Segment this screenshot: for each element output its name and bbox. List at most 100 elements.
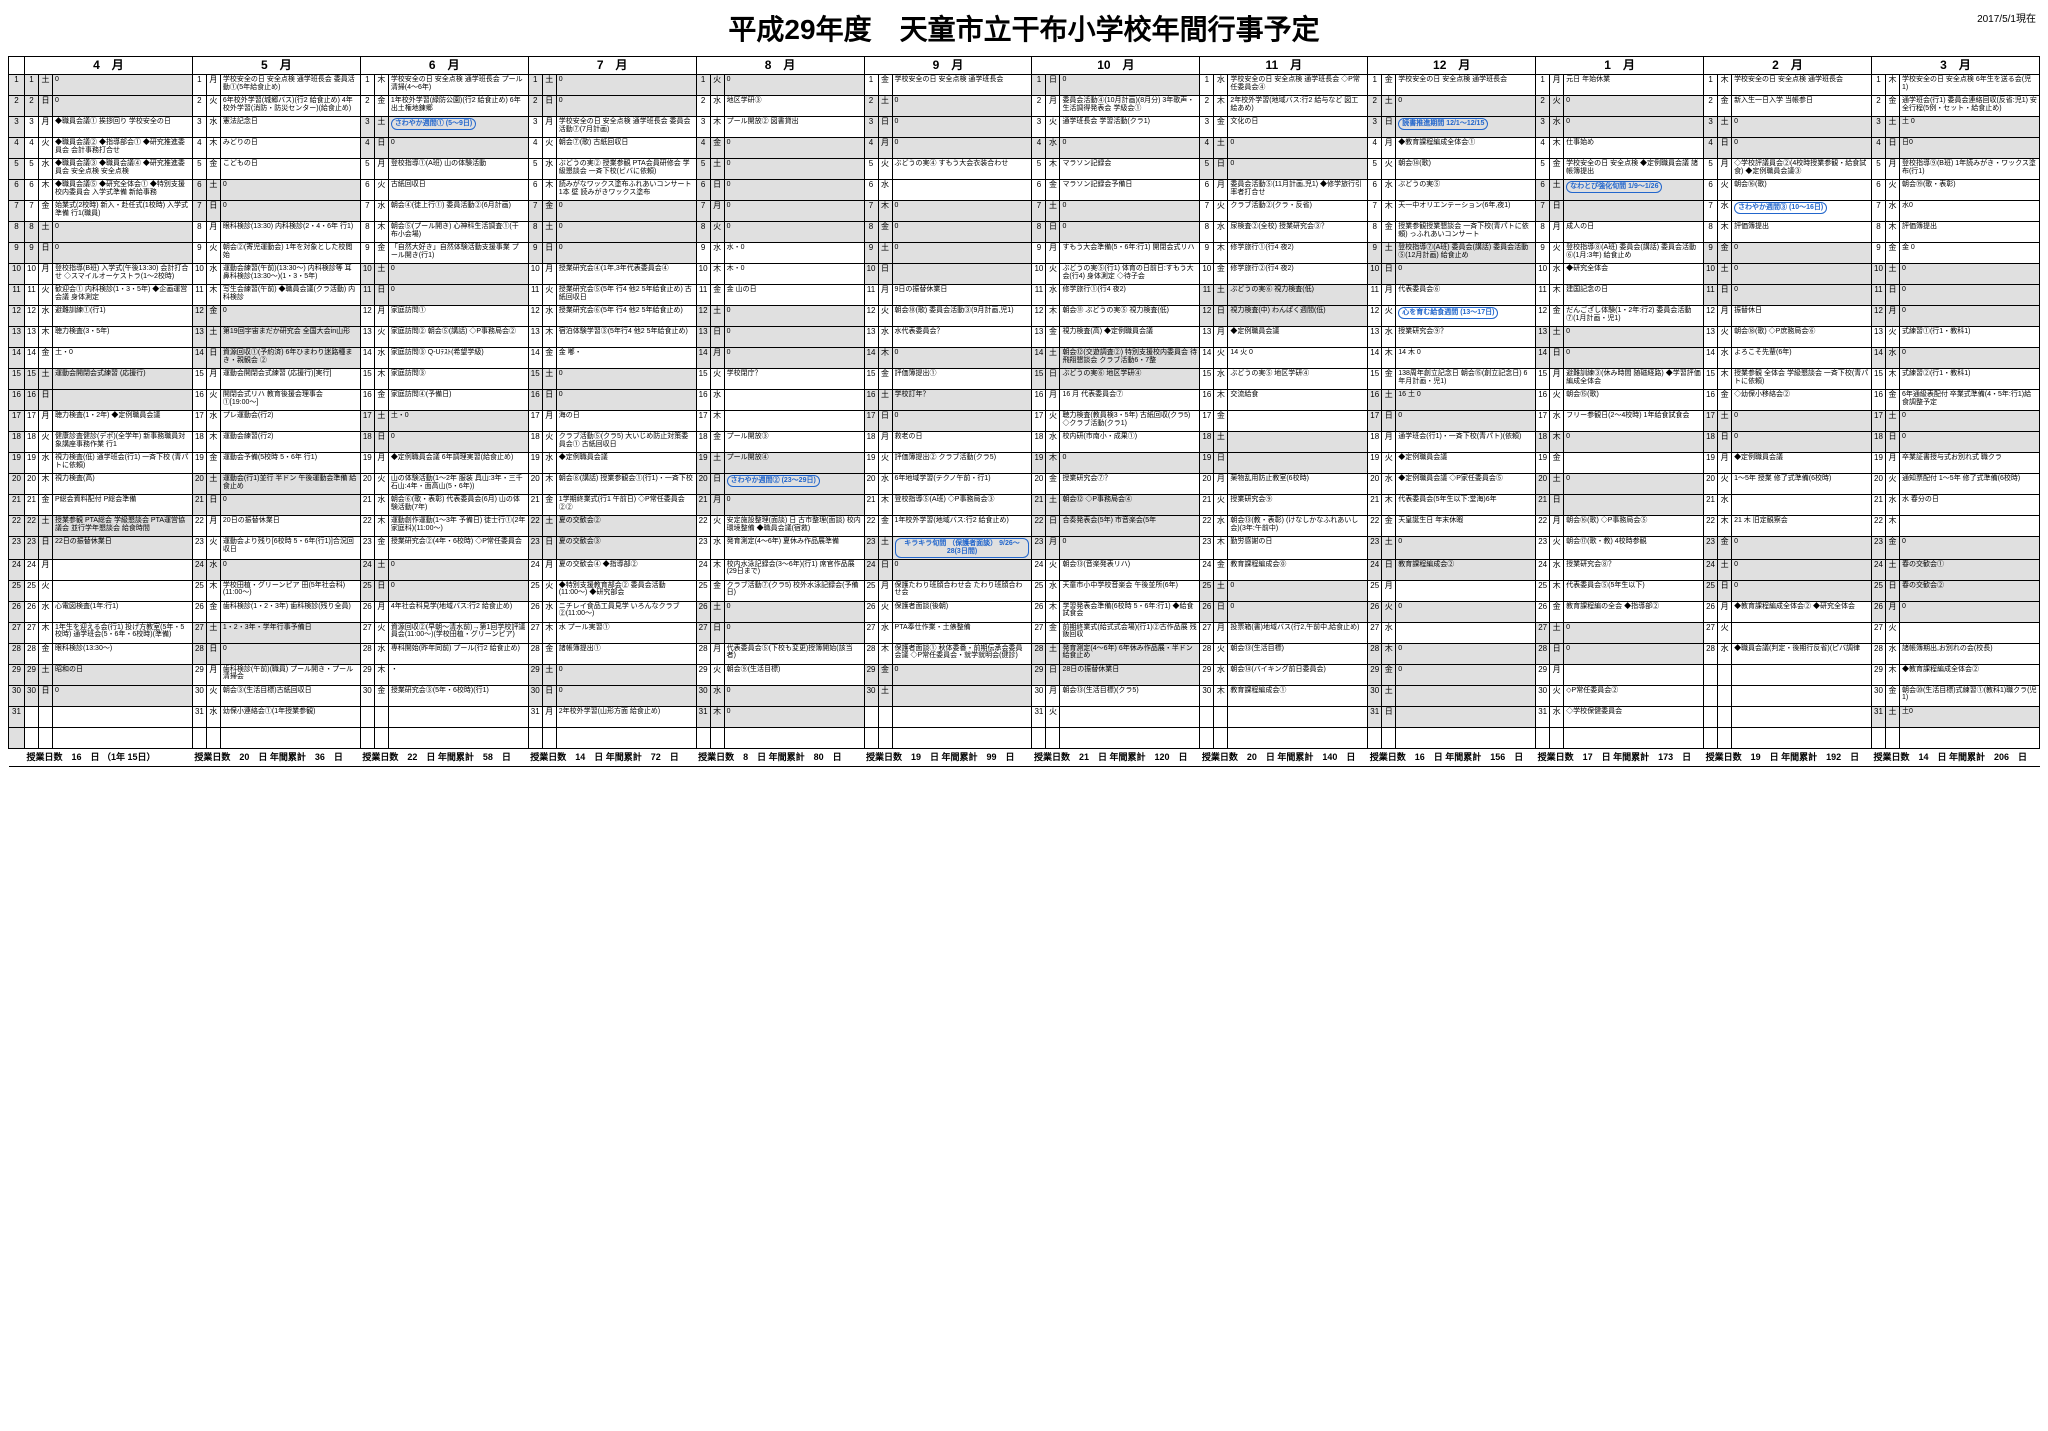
day-of-week: 火 [1046, 706, 1060, 727]
event-cell: 視力検査(高) [53, 474, 193, 495]
event-cell [388, 706, 528, 727]
event-cell: 学校安全の日 安全点検 通学班長会 [1396, 75, 1536, 96]
event-cell: 交流給食 [1228, 390, 1368, 411]
day-number: 7 [360, 201, 374, 222]
event-cell: 0 [1732, 285, 1872, 306]
event-cell: 学校安全の日 安全点検 通学班長会 [1732, 75, 1872, 96]
event-cell: 「自然大好き」自然体験活動支援事業 プール開き(行1) [388, 243, 528, 264]
event-cell: 0 [724, 222, 864, 243]
day-of-week: 土 [542, 222, 556, 243]
day-number: 31 [1368, 706, 1382, 727]
day-number: 17 [696, 411, 710, 432]
event-cell: 家庭訪問③ Q-Uﾃｽﾄ(希望学級) [388, 348, 528, 369]
event-cell: 0 [892, 411, 1032, 432]
event-cell [1060, 706, 1200, 727]
event-cell: 水0 [1899, 201, 2039, 222]
day-number: 17 [25, 411, 39, 432]
day-number: 28 [1032, 643, 1046, 664]
event-cell: 0 [1899, 411, 2039, 432]
day-number: 24 [360, 559, 374, 580]
event-cell: 安定施設整理(面談) 日 古市整理(面談) 校内環境整備 ◆職員会議(宿救) [724, 516, 864, 537]
day-number: 23 [25, 537, 39, 559]
day-number: 2 [1536, 96, 1550, 117]
event-cell [1228, 453, 1368, 474]
day-number: 22 [864, 516, 878, 537]
day-of-week [39, 706, 53, 727]
day-number: 4 [696, 138, 710, 159]
event-cell: 0 [1899, 432, 2039, 453]
event-cell: 0 [388, 432, 528, 453]
day-of-week: 月 [1214, 327, 1228, 348]
day-of-week [1718, 706, 1732, 727]
day-of-week: 金 [206, 306, 220, 327]
day-number: 21 [696, 495, 710, 516]
day-number: 5 [528, 159, 542, 180]
day-number: 12 [1200, 306, 1214, 327]
day-of-week: 木 [1382, 495, 1396, 516]
event-cell: クラブ活動⑦(クラ5) 校外水泳記録会(予備日) [724, 580, 864, 601]
day-number: 30 [528, 685, 542, 706]
day-of-week: 木 [1046, 306, 1060, 327]
day-number: 14 [1871, 348, 1885, 369]
event-cell: 0 [1732, 411, 1872, 432]
event-cell: ◆定例職員会議 [1396, 453, 1536, 474]
day-number: 26 [1368, 601, 1382, 622]
day-number: 27 [360, 622, 374, 643]
day-number: 13 [1536, 327, 1550, 348]
day-number: 24 [1704, 559, 1718, 580]
day-of-week: 木 [1885, 516, 1899, 537]
event-cell: 成人の日 [1564, 222, 1704, 243]
day-of-week: 水 [1718, 643, 1732, 664]
event-cell: 修学旅行①(行4 夜2) [1228, 243, 1368, 264]
day-of-week: 土 [39, 369, 53, 390]
day-of-week: 日 [1046, 222, 1060, 243]
day-of-week: 火 [1214, 348, 1228, 369]
day-of-week: 木 [1214, 390, 1228, 411]
day-number: 26 [1200, 601, 1214, 622]
day-of-week: 金 [39, 495, 53, 516]
event-cell [1564, 495, 1704, 516]
day-of-week: 火 [1382, 453, 1396, 474]
day-number: 9 [1536, 243, 1550, 264]
day-number: 13 [1871, 327, 1885, 348]
event-cell: 投票箱(書)地域バス(行2,午前中,給食止め) [1228, 622, 1368, 643]
event-cell [1396, 580, 1536, 601]
day-of-week: 土 [374, 411, 388, 432]
day-of-week: 金 [39, 643, 53, 664]
event-cell: 0 [220, 559, 360, 580]
event-cell: 0 [1060, 222, 1200, 243]
day-of-week: 月 [710, 643, 724, 664]
day-of-week: 水 [1885, 201, 1899, 222]
day-of-week: 金 [1214, 559, 1228, 580]
event-cell: 夏の交歓会④ ◆指導部② [556, 559, 696, 580]
event-cell [53, 580, 193, 601]
day-number: 18 [1536, 432, 1550, 453]
day-of-week: 水 [206, 559, 220, 580]
row-number: 30 [9, 685, 25, 706]
day-of-week: 土 [1046, 201, 1060, 222]
event-cell: 0 [892, 243, 1032, 264]
day-number: 9 [25, 243, 39, 264]
day-number: 22 [696, 516, 710, 537]
day-number: 27 [1032, 622, 1046, 643]
day-number: 30 [360, 685, 374, 706]
day-number: 14 [192, 348, 206, 369]
day-of-week: 火 [1550, 96, 1564, 117]
day-of-week [374, 706, 388, 727]
day-of-week: 金 [542, 495, 556, 516]
day-of-week: 金 [710, 138, 724, 159]
event-cell [1732, 622, 1872, 643]
day-of-week: 水 [710, 685, 724, 706]
day-number: 7 [528, 201, 542, 222]
event-cell: 0 [388, 559, 528, 580]
day-number: 16 [1368, 390, 1382, 411]
event-cell: 0 [892, 348, 1032, 369]
day-number: 19 [864, 453, 878, 474]
day-of-week: 日 [1718, 580, 1732, 601]
event-cell: 校内水泳記録会(3〜6年)(行1) 席官作品展(29日まで) [724, 559, 864, 580]
day-of-week: 日 [1550, 348, 1564, 369]
day-of-week: 木 [1046, 601, 1060, 622]
day-of-week: 月 [374, 453, 388, 474]
day-of-week: 水 [1718, 348, 1732, 369]
event-cell: 通知票配付 1〜5年 修了式準備(6校時) [1899, 474, 2039, 495]
